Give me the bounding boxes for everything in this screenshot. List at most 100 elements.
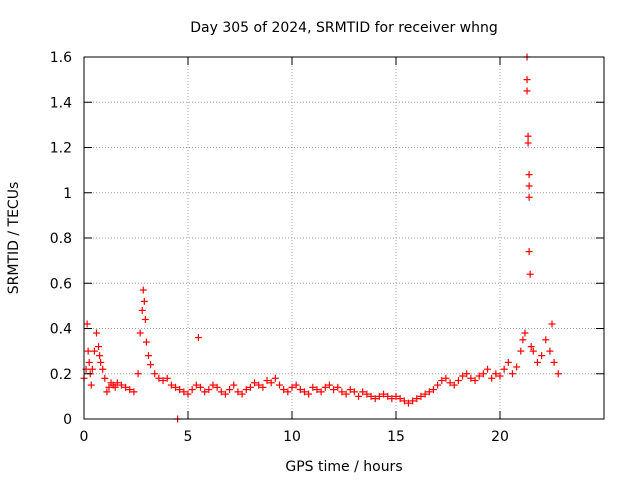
data-point xyxy=(488,374,496,382)
data-point xyxy=(363,390,371,398)
data-point xyxy=(524,132,532,140)
data-point xyxy=(188,386,196,394)
data-point xyxy=(434,381,442,389)
data-point xyxy=(140,297,148,305)
data-point xyxy=(167,381,175,389)
data-point xyxy=(525,193,533,201)
data-point xyxy=(251,379,259,387)
data-point xyxy=(176,386,184,394)
y-tick-label: 1.4 xyxy=(50,95,72,111)
data-point xyxy=(113,379,121,387)
data-point xyxy=(523,76,531,84)
data-point xyxy=(521,329,529,337)
data-point xyxy=(97,358,105,366)
data-point xyxy=(409,397,417,405)
data-point xyxy=(194,334,202,342)
data-point xyxy=(267,379,275,387)
data-point xyxy=(255,381,263,389)
data-point xyxy=(138,306,146,314)
data-point xyxy=(500,365,508,373)
data-points xyxy=(80,53,562,423)
data-point xyxy=(85,358,93,366)
y-tick-label: 1 xyxy=(63,186,72,202)
data-point xyxy=(317,388,325,396)
data-point xyxy=(342,390,350,398)
data-point xyxy=(111,383,119,391)
data-point xyxy=(284,388,292,396)
data-point xyxy=(338,388,346,396)
data-point xyxy=(471,377,479,385)
data-point xyxy=(151,370,159,378)
data-point xyxy=(533,358,541,366)
data-point xyxy=(550,358,558,366)
data-point xyxy=(192,381,200,389)
data-point xyxy=(130,388,138,396)
data-point xyxy=(450,381,458,389)
tick-labels: 0 5 10 15 20 0 0.2 0.4 0.6 0.8 1 1.2 1.4 1.6 xyxy=(50,50,509,445)
data-point xyxy=(396,395,404,403)
data-point xyxy=(180,388,188,396)
data-point xyxy=(292,381,300,389)
data-point xyxy=(103,388,111,396)
y-tick-label: 0.2 xyxy=(50,367,72,383)
data-point xyxy=(321,383,329,391)
data-point xyxy=(88,365,96,373)
data-point xyxy=(413,395,421,403)
data-point xyxy=(479,370,487,378)
data-point xyxy=(90,347,98,355)
data-point xyxy=(134,370,142,378)
data-point xyxy=(334,383,342,391)
x-tick-label: 20 xyxy=(491,429,509,445)
data-point xyxy=(117,381,125,389)
data-point xyxy=(496,372,504,380)
data-point xyxy=(296,386,304,394)
y-tick-label: 1.6 xyxy=(50,50,72,66)
data-point xyxy=(429,386,437,394)
data-point xyxy=(280,386,288,394)
data-point xyxy=(234,388,242,396)
data-point xyxy=(359,388,367,396)
data-point xyxy=(141,315,149,323)
data-point xyxy=(526,270,534,278)
data-point xyxy=(221,390,229,398)
y-tick-label: 1.2 xyxy=(50,141,72,157)
data-point xyxy=(325,381,333,389)
data-point xyxy=(388,395,396,403)
data-point xyxy=(226,386,234,394)
y-tick-label: 0.8 xyxy=(50,231,72,247)
data-point xyxy=(230,381,238,389)
data-point xyxy=(548,320,556,328)
data-point xyxy=(554,370,562,378)
chart-title: Day 305 of 2024, SRMTID for receiver whn… xyxy=(190,20,498,36)
data-point xyxy=(350,388,358,396)
data-point xyxy=(525,171,533,179)
data-point xyxy=(529,347,537,355)
data-point xyxy=(504,358,512,366)
data-point xyxy=(313,386,321,394)
data-point xyxy=(142,338,150,346)
data-point xyxy=(201,388,209,396)
y-tick-label: 0.4 xyxy=(50,322,72,338)
data-point xyxy=(172,383,180,391)
data-point xyxy=(484,365,492,373)
data-point xyxy=(163,374,171,382)
data-point xyxy=(288,383,296,391)
data-point xyxy=(92,329,100,337)
data-point xyxy=(184,390,192,398)
data-point xyxy=(446,379,454,387)
data-point xyxy=(209,381,217,389)
data-point xyxy=(542,336,550,344)
data-point xyxy=(380,390,388,398)
data-point xyxy=(538,352,546,360)
data-point xyxy=(205,386,213,394)
axis-ticks xyxy=(83,56,604,420)
data-point xyxy=(417,392,425,400)
data-point xyxy=(305,390,313,398)
data-point xyxy=(367,392,375,400)
data-point xyxy=(259,383,267,391)
data-point xyxy=(523,87,531,95)
data-point xyxy=(276,381,284,389)
data-point xyxy=(508,370,516,378)
data-point xyxy=(139,286,147,294)
